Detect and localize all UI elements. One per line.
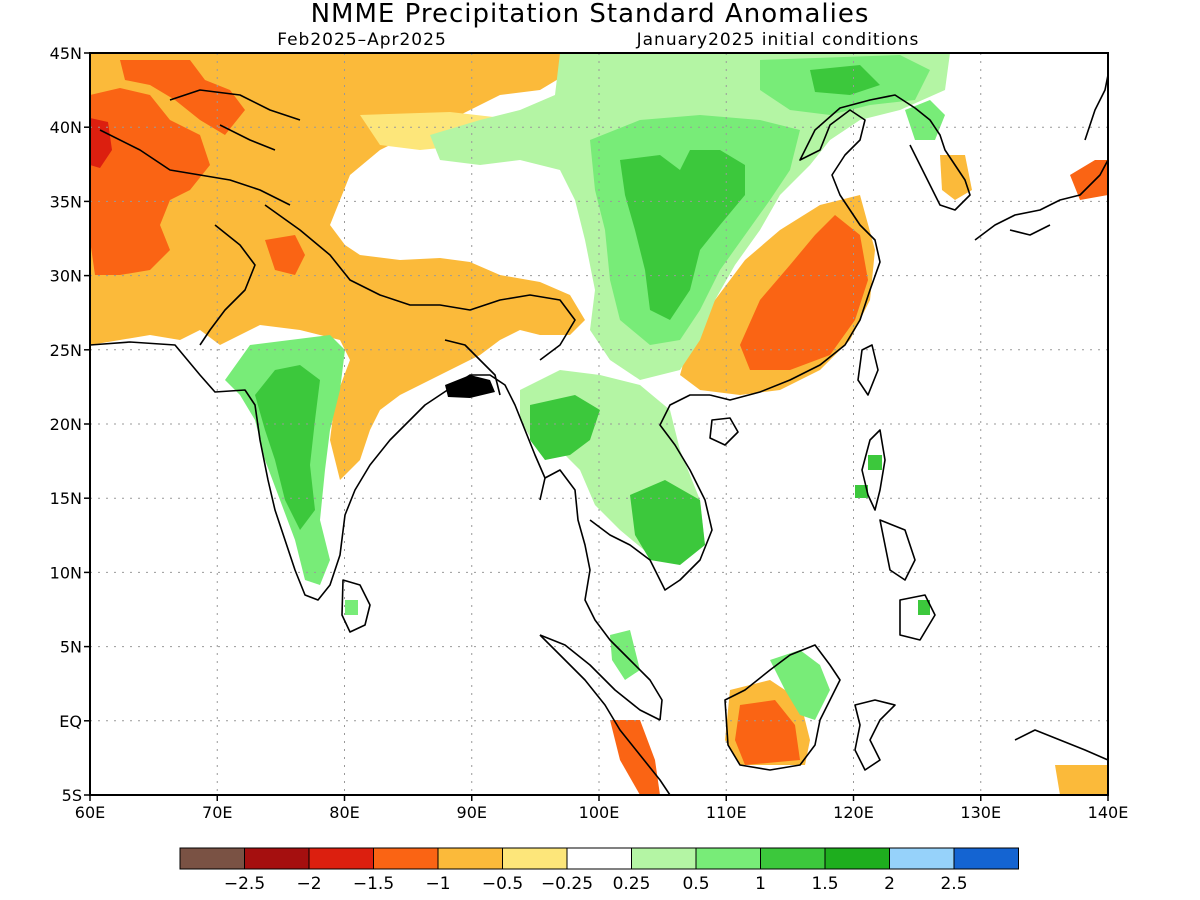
lon-tick-label: 140E [1088, 803, 1129, 822]
figure-title: NMME Precipitation Standard Anomalies [311, 0, 870, 29]
colorbar-swatch [760, 847, 826, 870]
wet-region-philippines-1 [868, 455, 882, 470]
colorbar-label: −0.25 [541, 874, 593, 894]
figure-subtitle-period: Feb2025–Apr2025 [277, 30, 447, 50]
wet-region-northeast-core [810, 65, 880, 95]
border-bangladesh [444, 339, 501, 396]
lon-tick-label: 130E [960, 803, 1001, 822]
wet-region-philippines-2 [855, 485, 868, 498]
longitude-axis: 60E 70E 80E 90E 100E 110E 120E 130E 140E [75, 795, 1129, 822]
coastline-arabian-sea-india [90, 341, 546, 601]
colorbar: −2.5 −2 −1.5 −1 −0.5 −0.25 0.25 0.5 1 1.5 2 2.5 [179, 847, 1019, 894]
dry-region-central-asia [90, 53, 585, 480]
lon-tick-label: 80E [329, 803, 359, 822]
dry-region-north-india [265, 235, 305, 275]
colorbar-label: 1 [755, 874, 766, 894]
colorbar-label: 2 [884, 874, 895, 894]
coastline-indochina [539, 394, 713, 721]
coastline-hainan [709, 417, 739, 446]
lat-tick-label: 35N [50, 192, 82, 211]
lat-tick-label: 15N [50, 489, 82, 508]
colorbar-label: −0.5 [482, 874, 523, 894]
colorbar-label: −2.5 [224, 874, 265, 894]
colorbar-swatch [502, 847, 568, 870]
lat-tick-label: EQ [59, 712, 82, 731]
border-india-pakistan [199, 224, 256, 346]
lon-tick-label: 120E [833, 803, 874, 822]
dry-region-sumatra [610, 720, 660, 795]
lon-tick-label: 100E [579, 803, 620, 822]
colorbar-label: 2.5 [940, 874, 967, 894]
colorbar-label: 0.5 [682, 874, 709, 894]
colorbar-swatch [631, 847, 697, 870]
dry-region-iran-core [90, 118, 112, 168]
colorbar-swatch [308, 847, 374, 870]
colorbar-label: 0.25 [613, 874, 651, 894]
wet-region-cambodia-vietnam [630, 480, 705, 565]
colorbar-swatch [566, 847, 632, 870]
wet-region-central-china-core [620, 150, 745, 320]
lat-tick-label: 5S [62, 786, 82, 805]
lat-tick-label: 40N [50, 118, 82, 137]
coastline-sri-lanka [341, 579, 371, 633]
coastline-new-guinea [1014, 729, 1108, 761]
colorbar-swatch [695, 847, 761, 870]
colorbar-swatch [953, 847, 1019, 870]
wet-region-indochina-core [530, 395, 600, 460]
dry-region-kazakhstan [120, 60, 245, 135]
lat-tick-label: 5N [60, 638, 82, 657]
map-gridlines [90, 53, 1108, 795]
colorbar-swatch [824, 847, 890, 870]
colorbar-label: −1.5 [353, 874, 394, 894]
wet-region-korea-west [905, 100, 945, 140]
coastline-sulawesi [854, 699, 896, 771]
colorbar-label: 1.5 [811, 874, 838, 894]
lat-tick-label: 20N [50, 415, 82, 434]
anomaly-field [90, 53, 1108, 795]
wet-region-sri-lanka [345, 600, 358, 615]
wet-region-mindanao [918, 600, 930, 615]
coastlines [90, 74, 1108, 795]
coastline-sumatra [539, 634, 671, 795]
border-himalaya [264, 204, 576, 361]
colorbar-label: −1 [425, 874, 450, 894]
ganges-delta-fill [445, 375, 495, 398]
wet-region-borneo-north [770, 650, 830, 720]
figure-subtitle-initial-conditions: January2025 initial conditions [636, 30, 920, 50]
coastline-japan [974, 74, 1108, 241]
colorbar-swatch [437, 847, 503, 870]
border-central-asia [99, 89, 301, 206]
lon-tick-label: 60E [75, 803, 105, 822]
lon-tick-label: 90E [457, 803, 487, 822]
dry-region-south-china-core [740, 215, 868, 370]
lon-tick-label: 110E [706, 803, 747, 822]
coastline-philippines [861, 429, 936, 641]
colorbar-swatch [889, 847, 955, 870]
colorbar-swatch [373, 847, 439, 870]
latitude-axis: 45N 40N 35N 30N 25N 20N 15N 10N 5N EQ 5S [50, 44, 90, 805]
dry-region-japan [1070, 160, 1108, 200]
dry-region-new-guinea [1055, 765, 1108, 795]
dry-region-borneo-core [735, 700, 800, 765]
colorbar-swatch [244, 847, 310, 870]
colorbar-label: −2 [296, 874, 321, 894]
coastline-taiwan [857, 344, 879, 396]
lat-tick-label: 10N [50, 563, 82, 582]
coastline-borneo [724, 644, 841, 771]
lat-tick-label: 25N [50, 341, 82, 360]
lat-tick-label: 45N [50, 44, 82, 63]
dry-region-korea [940, 155, 972, 200]
lat-tick-label: 30N [50, 267, 82, 286]
coastline-china-east [709, 94, 971, 401]
wet-region-india-core [255, 365, 320, 530]
colorbar-swatch [179, 847, 245, 870]
dry-region-pakistan-afghanistan [90, 88, 210, 275]
map-panel [89, 52, 1109, 796]
lon-tick-label: 70E [202, 803, 232, 822]
